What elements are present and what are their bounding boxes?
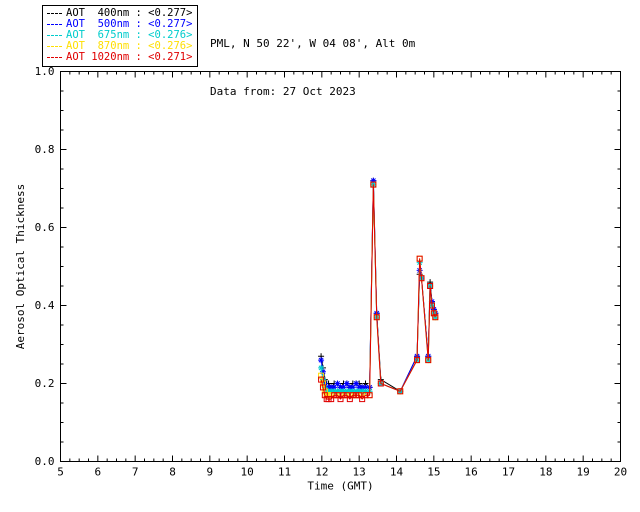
x-tick-label: 17 [502, 466, 515, 479]
station-info: PML, N 50 22', W 04 08', Alt 0m Data fro… [210, 4, 415, 132]
y-tick-label: 0.8 [35, 143, 55, 156]
legend-entry: AOT 1020nm : <0.271> [47, 52, 192, 63]
y-axis-label: Aerosol Optical Thickness [14, 184, 27, 350]
series-aot-500nm [318, 177, 439, 395]
x-tick-label: 16 [465, 466, 478, 479]
legend-entry: AOT 500nm : <0.277> [47, 19, 192, 30]
series-aot-870nm [318, 181, 439, 399]
x-tick-label: 19 [577, 466, 590, 479]
legend-entry-label: AOT 400nm : <0.277> [66, 7, 193, 19]
x-tick-label: 6 [95, 466, 102, 479]
x-tick-label: 7 [132, 466, 139, 479]
date-line: Data from: 27 Oct 2023 [210, 85, 356, 98]
legend-entry-label: AOT 500nm : <0.277> [66, 18, 193, 30]
y-tick-label: 0.2 [35, 377, 55, 390]
series-aot-675nm [318, 181, 439, 395]
y-tick-label: 1.0 [35, 65, 55, 78]
x-tick-label: 13 [353, 466, 366, 479]
series-aot-400nm [318, 177, 439, 395]
y-tick-label: 0.6 [35, 221, 55, 234]
legend-entry: AOT 400nm : <0.277> [47, 8, 192, 19]
legend-line-sample [47, 24, 62, 25]
legend-line-sample [47, 35, 62, 36]
x-axis-label: Time (GMT) [307, 480, 373, 493]
x-tick-label: 10 [241, 466, 254, 479]
x-tick-label: 20 [614, 466, 627, 479]
series-aot-1020nm [318, 181, 439, 403]
x-tick-label: 9 [207, 466, 214, 479]
legend-line-sample [47, 57, 62, 58]
station-line: PML, N 50 22', W 04 08', Alt 0m [210, 37, 416, 50]
x-tick-label: 12 [315, 466, 328, 479]
legend-entry: AOT 675nm : <0.276> [47, 30, 192, 41]
x-tick-label: 15 [427, 466, 440, 479]
y-tick-label: 0.4 [35, 299, 55, 312]
legend-line-sample [47, 46, 62, 47]
x-tick-label: 14 [390, 466, 404, 479]
y-tick-label: 0.0 [35, 455, 55, 468]
legend-entry: AOT 870nm : <0.276> [47, 41, 192, 52]
legend-entry-label: AOT 1020nm : <0.271> [66, 51, 193, 63]
legend-entry-label: AOT 870nm : <0.276> [66, 40, 193, 52]
legend-line-sample [47, 13, 62, 14]
legend-entry-label: AOT 675nm : <0.276> [66, 29, 193, 41]
x-tick-label: 8 [169, 466, 176, 479]
legend-box: AOT 400nm : <0.277> AOT 500nm : <0.277> AO… [42, 5, 199, 67]
x-tick-label: 11 [278, 466, 291, 479]
x-tick-label: 18 [539, 466, 552, 479]
x-tick-label: 5 [57, 466, 64, 479]
